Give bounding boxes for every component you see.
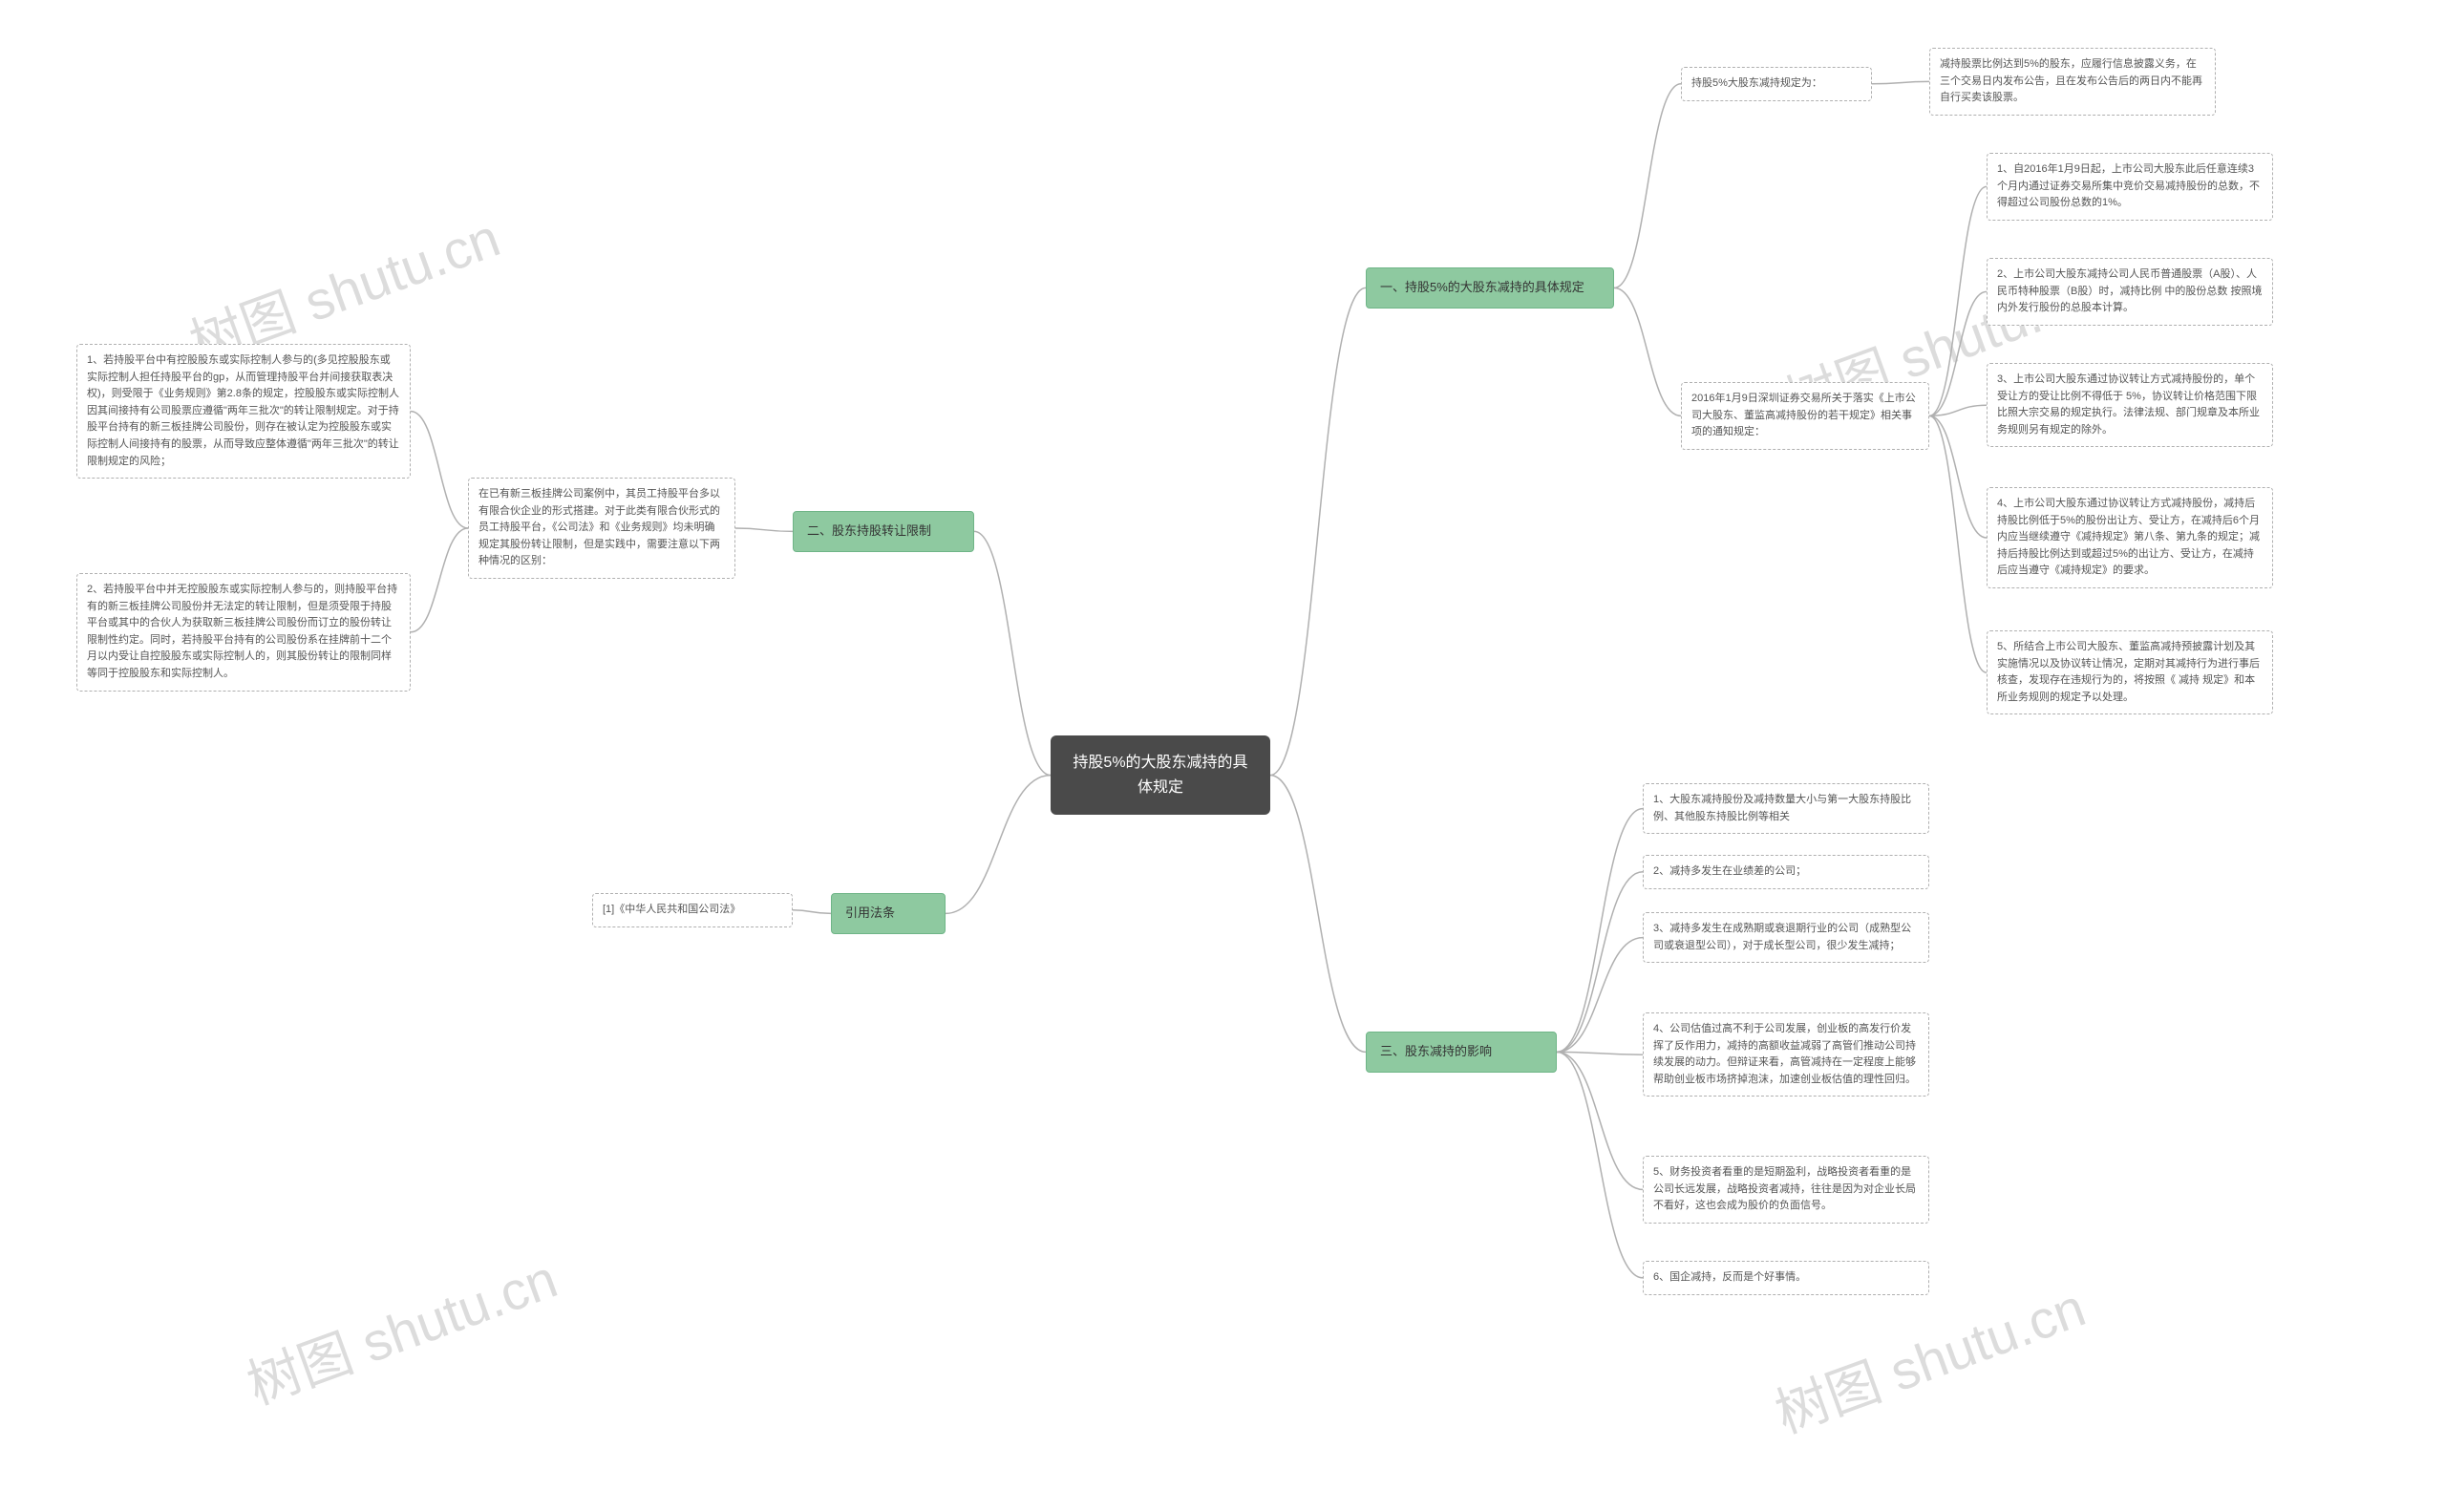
branch-node: 二、股东持股转让限制: [793, 511, 974, 552]
connector: [735, 528, 793, 531]
connector: [1614, 84, 1681, 288]
connector: [411, 528, 468, 632]
leaf-node: [1]《中华人民共和国公司法》: [592, 893, 793, 927]
sub-node: 在已有新三板挂牌公司案例中，其员工持股平台多以有限合伙企业的形式搭建。对于此类有…: [468, 478, 735, 579]
connector: [1557, 1052, 1643, 1277]
connector: [1557, 1052, 1643, 1054]
connector: [1929, 291, 1987, 415]
leaf-node: 2、减持多发生在业绩差的公司；: [1643, 855, 1929, 889]
connector: [1929, 415, 1987, 672]
leaf-node: 1、大股东减持股份及减持数量大小与第一大股东持股比例、其他股东持股比例等相关: [1643, 783, 1929, 834]
connector: [1557, 938, 1643, 1053]
sub-node: 2016年1月9日深圳证券交易所关于落实《上市公司大股东、董监高减持股份的若干规…: [1681, 382, 1929, 450]
leaf-node: 5、所结合上市公司大股东、董监高减持预披露计划及其实施情况以及协议转让情况，定期…: [1987, 630, 2273, 714]
connector: [411, 412, 468, 528]
connector: [1929, 415, 1987, 538]
leaf-node: 2、若持股平台中并无控股股东或实际控制人参与的，则持股平台持有的新三板挂牌公司股…: [76, 573, 411, 692]
sub-node: 持股5%大股东减持规定为：: [1681, 67, 1872, 101]
connector: [1557, 1052, 1643, 1189]
leaf-node: 1、自2016年1月9日起，上市公司大股东此后任意连续3个月内通过证券交易所集中…: [1987, 153, 2273, 221]
connector: [946, 776, 1051, 914]
connector: [1270, 287, 1366, 775]
branch-node: 引用法条: [831, 893, 946, 934]
root-node: 持股5%的大股东减持的具体规定: [1051, 735, 1270, 815]
connector: [1929, 186, 1987, 415]
leaf-node: 3、减持多发生在成熟期或衰退期行业的公司（成熟型公司或衰退型公司），对于成长型公…: [1643, 912, 1929, 963]
branch-node: 一、持股5%的大股东减持的具体规定: [1366, 267, 1614, 309]
branch-node: 三、股东减持的影响: [1366, 1032, 1557, 1073]
leaf-node: 5、财务投资者看重的是短期盈利，战略投资者看重的是公司长远发展，战略投资者减持，…: [1643, 1156, 1929, 1224]
leaf-node: 3、上市公司大股东通过协议转让方式减持股份的，单个受让方的受让比例不得低于 5%…: [1987, 363, 2273, 447]
leaf-node: 6、国企减持，反而是个好事情。: [1643, 1261, 1929, 1295]
connector: [1872, 81, 1929, 83]
leaf-node: 2、上市公司大股东减持公司人民币普通股票（A股）、人民币特种股票（B股）时，减持…: [1987, 258, 2273, 326]
connector: [1614, 287, 1681, 415]
connector: [1557, 872, 1643, 1053]
leaf-node: 1、若持股平台中有控股股东或实际控制人参与的(多见控股股东或实际控制人担任持股平…: [76, 344, 411, 479]
connector: [1270, 776, 1366, 1053]
leaf-node: 减持股票比例达到5%的股东，应履行信息披露义务，在三个交易日内发布公告，且在发布…: [1929, 48, 2216, 116]
connector: [974, 531, 1051, 775]
leaf-node: 4、上市公司大股东通过协议转让方式减持股份，减持后持股比例低于5%的股份出让方、…: [1987, 487, 2273, 588]
connector: [793, 910, 831, 914]
leaf-node: 4、公司估值过高不利于公司发展，创业板的高发行价发挥了反作用力，减持的高额收益减…: [1643, 1012, 1929, 1097]
connector: [1557, 809, 1643, 1053]
